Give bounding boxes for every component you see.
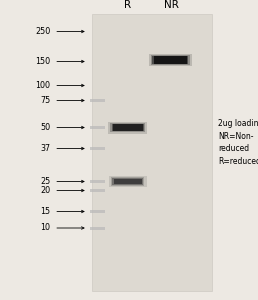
Text: 100: 100 [35, 81, 50, 90]
Text: 25: 25 [40, 177, 50, 186]
Bar [111, 177, 144, 186]
Text: 2ug loading
NR=Non-
reduced
R=reduced: 2ug loading NR=Non- reduced R=reduced [218, 119, 258, 166]
Bar [92, 14, 212, 291]
Bar [108, 122, 147, 134]
Bar [90, 99, 104, 102]
Text: 50: 50 [40, 123, 50, 132]
Bar [114, 179, 142, 184]
Text: 20: 20 [40, 186, 50, 195]
Text: NR: NR [164, 1, 179, 10]
Bar [112, 178, 143, 185]
Text: 75: 75 [40, 96, 50, 105]
Bar [113, 124, 142, 131]
Text: 150: 150 [35, 57, 50, 66]
Bar [112, 124, 143, 131]
Bar [90, 126, 104, 129]
Bar [90, 226, 104, 230]
Bar [90, 189, 104, 192]
Bar [90, 180, 104, 183]
Bar [109, 176, 147, 187]
Bar [152, 56, 188, 64]
Bar [110, 123, 145, 132]
Bar [90, 147, 104, 150]
Text: 250: 250 [35, 27, 50, 36]
Text: 15: 15 [40, 207, 50, 216]
Bar [149, 54, 192, 66]
Text: 37: 37 [40, 144, 50, 153]
Bar [90, 210, 104, 213]
Bar [151, 55, 190, 65]
Text: R: R [124, 1, 131, 10]
Text: 10: 10 [40, 224, 50, 232]
Bar [154, 56, 187, 64]
